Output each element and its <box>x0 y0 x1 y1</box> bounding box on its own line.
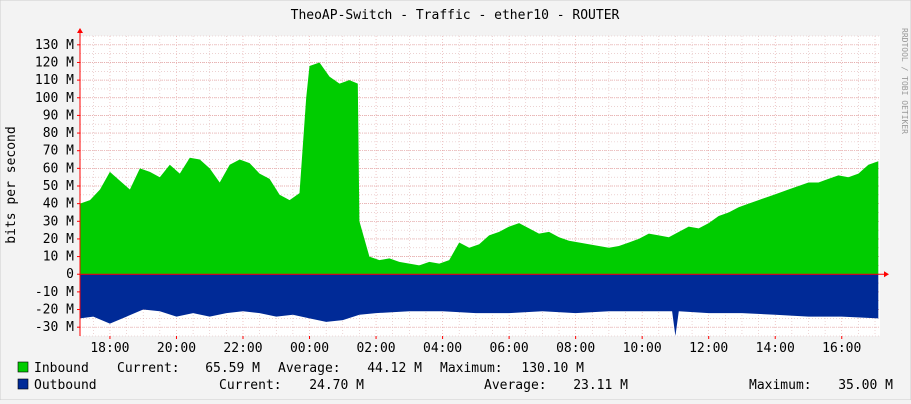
y-tick-label: 0 <box>66 267 74 282</box>
inbound-maximum-value: 130.10 M <box>521 361 584 376</box>
rrdtool-watermark: RRDTOOL / TOBI OETIKER <box>900 28 909 134</box>
y-axis-label: bits per second <box>4 126 19 243</box>
x-tick-label: 00:00 <box>290 341 329 356</box>
outbound-current-value: 24.70 M <box>309 378 364 393</box>
axes <box>77 28 889 339</box>
y-tick-label: 70 M <box>43 144 74 159</box>
y-tick-label: 90 M <box>43 108 74 123</box>
legend-outbound: Outbound Current: 24.70 M Average: 23.11… <box>17 378 893 393</box>
y-tick-label: 120 M <box>35 55 74 70</box>
series-areas <box>80 62 879 336</box>
chart-title: TheoAP-Switch - Traffic - ether10 - ROUT… <box>291 8 620 23</box>
x-tick-label: 22:00 <box>223 341 262 356</box>
y-tick-label: 10 M <box>43 250 74 265</box>
series-area-inbound <box>80 62 879 275</box>
y-tick-label: 30 M <box>43 214 74 229</box>
outbound-maximum-value: 35.00 M <box>838 378 893 393</box>
x-tick-label: 04:00 <box>423 341 462 356</box>
legend: Inbound Current: 65.59 M Average: 44.12 … <box>17 361 893 393</box>
y-tick-label: 110 M <box>35 73 74 88</box>
y-tick-label: 80 M <box>43 126 74 141</box>
y-tick-label: 50 M <box>43 179 74 194</box>
x-tick-label: 18:00 <box>90 341 129 356</box>
legend-label-inbound: Inbound <box>34 361 89 376</box>
inbound-average-label: Average: <box>278 361 341 376</box>
series-area-outbound <box>80 274 879 336</box>
y-tick-label: -10 M <box>35 285 74 300</box>
outbound-maximum-label: Maximum: <box>749 378 812 393</box>
x-tick-label: 12:00 <box>689 341 728 356</box>
x-tick-label: 02:00 <box>356 341 395 356</box>
inbound-maximum-label: Maximum: <box>440 361 503 376</box>
x-tick-label: 20:00 <box>157 341 196 356</box>
x-tick-label: 16:00 <box>822 341 861 356</box>
outbound-average-value: 23.11 M <box>573 378 628 393</box>
inbound-current-value: 65.59 M <box>205 361 260 376</box>
y-tick-label: 40 M <box>43 197 74 212</box>
y-tick-label: 60 M <box>43 161 74 176</box>
y-axis-arrow <box>77 28 83 33</box>
outbound-current-label: Current: <box>219 378 282 393</box>
legend-inbound: Inbound Current: 65.59 M Average: 44.12 … <box>17 361 584 376</box>
x-axis-arrow <box>884 271 889 278</box>
x-tick-label: 06:00 <box>490 341 529 356</box>
x-tick-label: 10:00 <box>623 341 662 356</box>
x-tick-label: 14:00 <box>756 341 795 356</box>
x-tick-label: 08:00 <box>556 341 595 356</box>
y-tick-labels: 130 M 120 M 110 M 100 M 90 M 80 M 70 M 60 M 50 M… <box>35 38 74 335</box>
y-tick-label: -30 M <box>35 320 74 335</box>
inbound-average-value: 44.12 M <box>367 361 422 376</box>
y-tick-label: 130 M <box>35 38 74 53</box>
legend-label-outbound: Outbound <box>34 378 97 393</box>
legend-swatch-outbound <box>17 378 29 390</box>
legend-swatch-inbound <box>17 361 29 373</box>
outbound-average-label: Average: <box>484 378 547 393</box>
x-tick-labels: 18:00 20:00 22:00 00:00 02:00 04:00 06:00 08:00… <box>90 341 861 356</box>
y-tick-label: -20 M <box>35 303 74 318</box>
inbound-current-label: Current: <box>117 361 180 376</box>
y-tick-label: 100 M <box>35 91 74 106</box>
y-tick-label: 20 M <box>43 232 74 247</box>
